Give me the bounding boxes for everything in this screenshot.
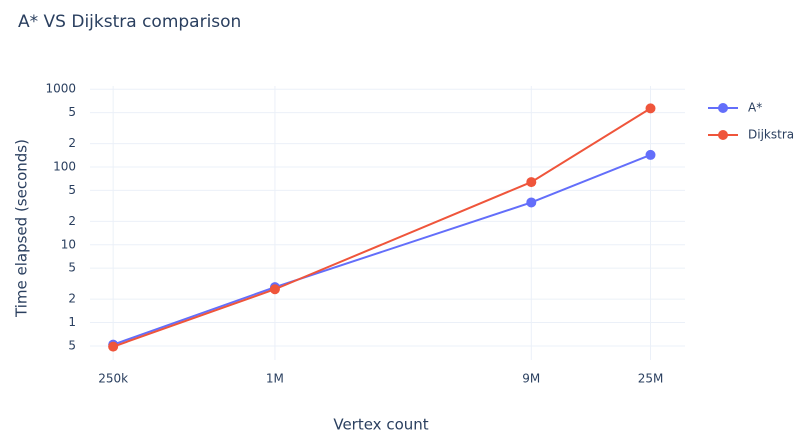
series-line xyxy=(112,153,651,346)
data-point xyxy=(645,103,656,114)
y-tick-label: 5 xyxy=(68,105,76,119)
y-tick-label: 1 xyxy=(68,315,76,329)
data-point xyxy=(526,197,537,208)
data-point xyxy=(108,341,119,352)
y-tick-label: 5 xyxy=(68,261,76,275)
y-axis-title: Time elapsed (seconds) xyxy=(13,139,31,318)
y-tick-label: 2 xyxy=(68,136,76,150)
legend-label: A* xyxy=(748,101,762,115)
y-tick-label: 5 xyxy=(68,183,76,197)
x-tick-label: 25M xyxy=(638,372,664,386)
y-tick-label: 2 xyxy=(68,292,76,306)
legend-marker xyxy=(718,130,728,140)
y-tick-label: 2 xyxy=(68,214,76,228)
x-tick-label: 1M xyxy=(266,372,284,386)
y-tick-label: 1000 xyxy=(45,82,76,96)
data-point xyxy=(269,284,280,295)
legend-label: Dijkstra xyxy=(748,128,794,142)
y-tick-label: 10 xyxy=(61,237,76,251)
x-tick-label: 9M xyxy=(522,372,540,386)
y-tick-label: 5 xyxy=(68,338,76,352)
y-tick-label: 100 xyxy=(53,159,76,173)
chart-title: A* VS Dijkstra comparison xyxy=(18,12,241,32)
data-point xyxy=(645,149,656,160)
x-tick-label: 250k xyxy=(98,372,128,386)
x-axis-title: Vertex count xyxy=(333,416,428,434)
data-point xyxy=(526,177,537,188)
series-line xyxy=(112,107,652,348)
legend-marker xyxy=(718,103,728,113)
